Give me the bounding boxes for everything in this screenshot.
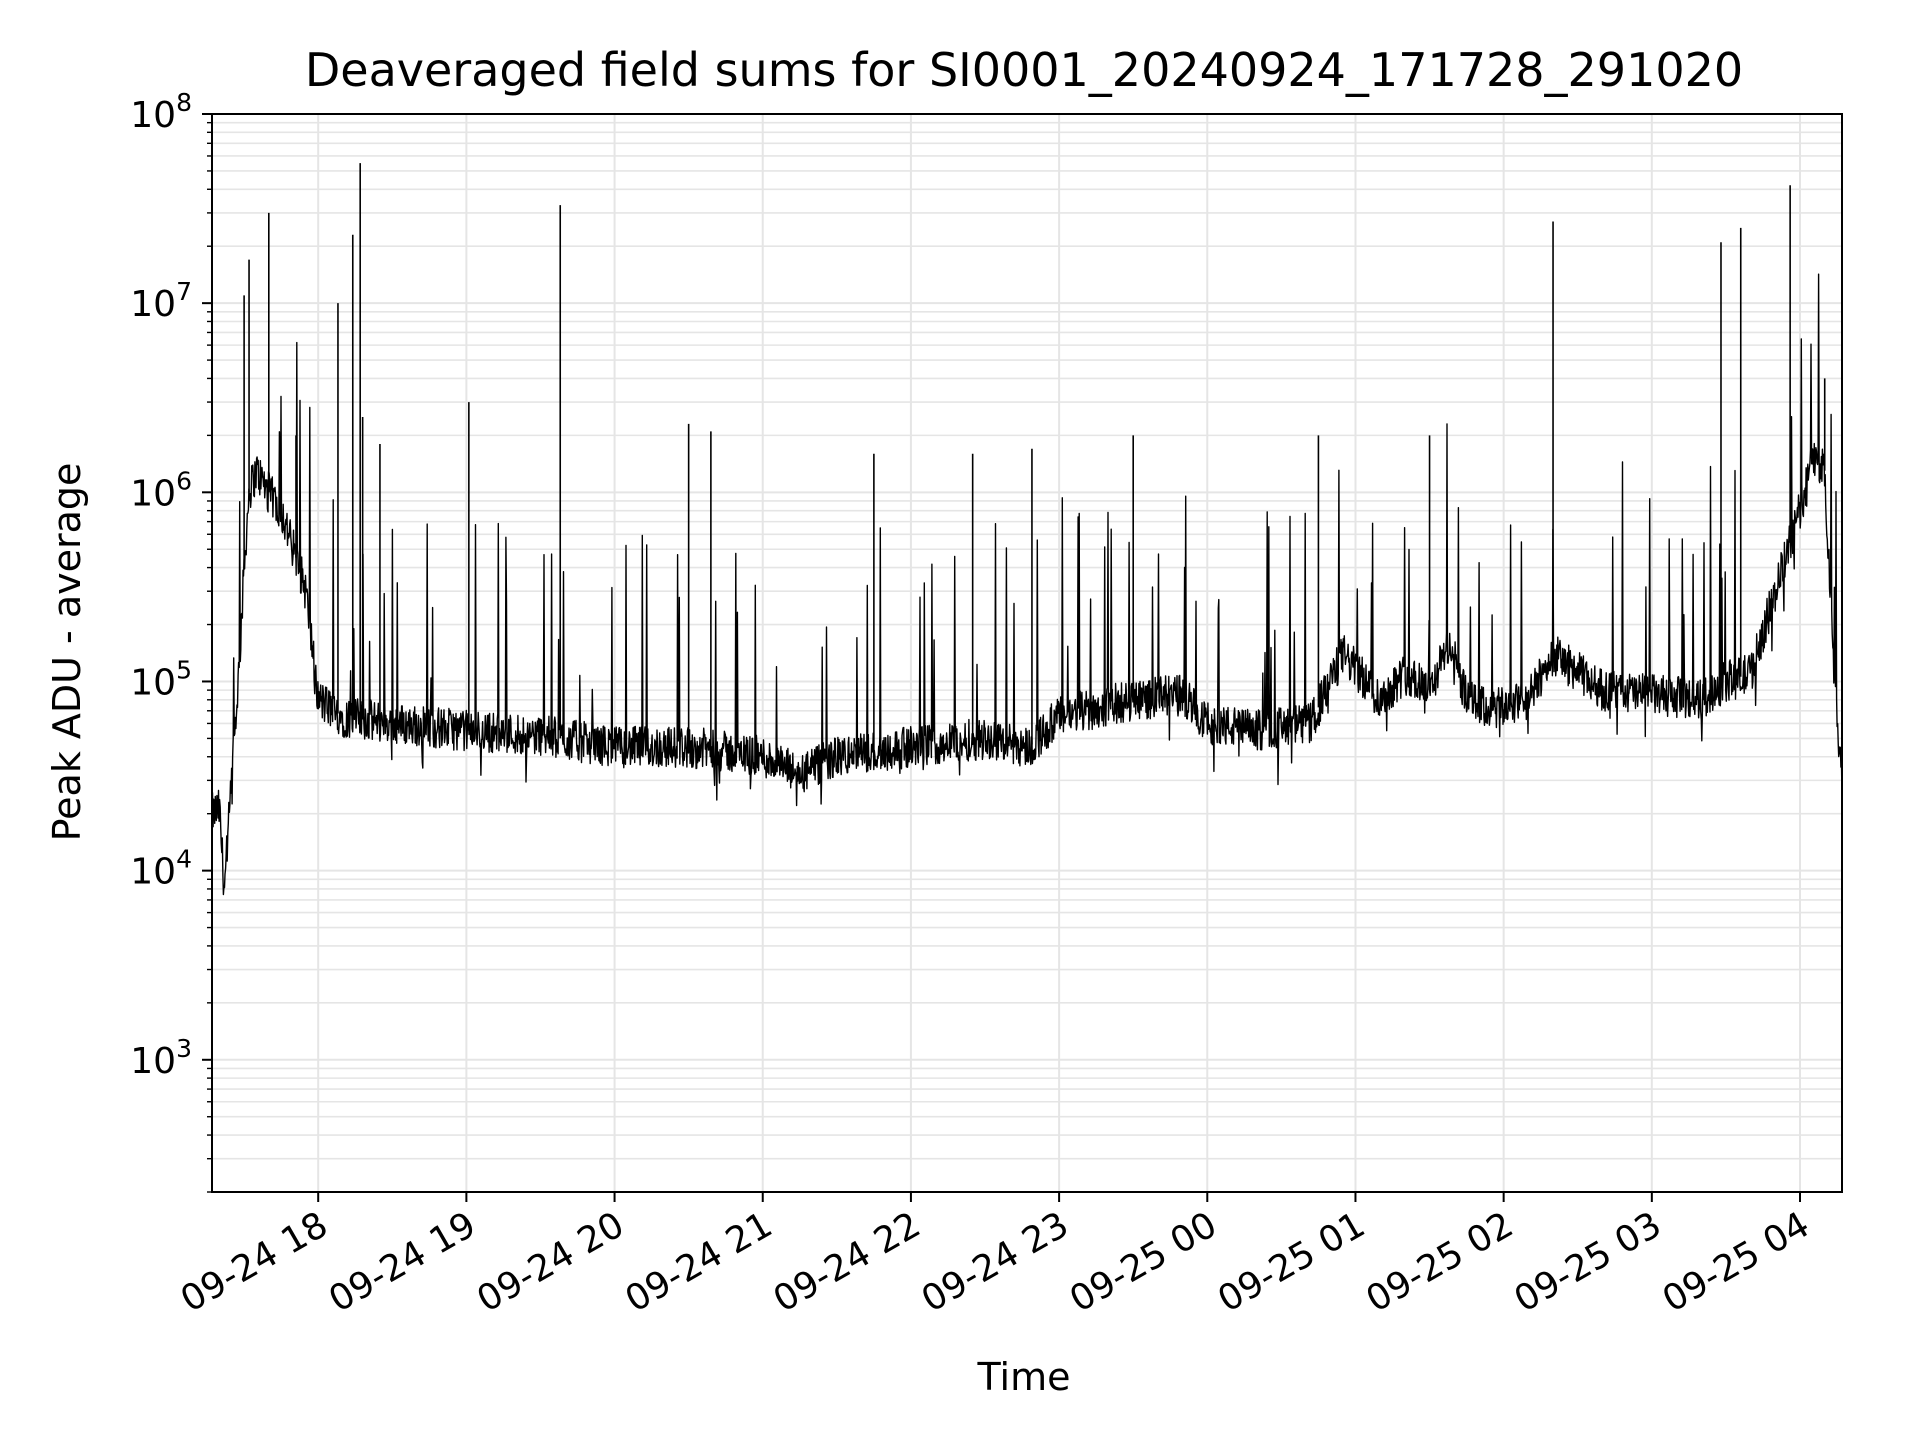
series-line xyxy=(211,273,1843,896)
grid xyxy=(212,113,1842,1193)
y-tick-exponent: 6 xyxy=(176,466,192,495)
y-tick-exponent: 7 xyxy=(176,277,192,306)
y-tick-base: 10 xyxy=(130,473,176,514)
y-tick-exponent: 5 xyxy=(176,655,192,684)
y-tick-label: 103 xyxy=(130,1034,192,1082)
y-tick-label: 108 xyxy=(130,88,192,136)
y-tick-base: 10 xyxy=(130,1041,176,1082)
y-tick-label: 106 xyxy=(130,466,192,514)
plot-area xyxy=(211,163,1843,896)
y-tick-base: 10 xyxy=(130,284,176,325)
y-axis-label: Peak ADU - average xyxy=(45,463,89,842)
y-tick-exponent: 8 xyxy=(176,88,192,117)
y-tick-base: 10 xyxy=(130,852,176,893)
chart-title: Deaveraged field sums for SI0001_2024092… xyxy=(305,43,1743,97)
y-tick-label: 104 xyxy=(130,845,192,893)
y-tick-base: 10 xyxy=(130,95,176,136)
y-tick-exponent: 3 xyxy=(176,1034,192,1063)
y-tick-exponent: 4 xyxy=(176,845,192,874)
y-tick-label: 105 xyxy=(130,655,192,703)
x-axis-label: Time xyxy=(977,1355,1071,1399)
y-tick-base: 10 xyxy=(130,662,176,703)
y-tick-label: 107 xyxy=(130,277,192,325)
axes-frame xyxy=(211,113,1843,1193)
